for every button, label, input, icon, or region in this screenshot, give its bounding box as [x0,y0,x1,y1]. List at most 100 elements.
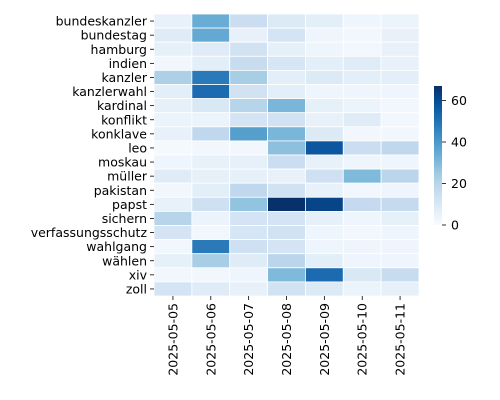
heatmap-cell [267,98,306,114]
y-tick-label: zoll [126,281,147,296]
heatmap-cell [380,70,420,85]
heatmap-cell [267,41,306,57]
heatmap-cell [191,239,231,255]
heatmap-cell [191,225,231,241]
heatmap-cell [267,267,306,283]
heatmap-cell [342,126,382,142]
y-tick-label: indien [109,56,147,71]
heatmap-cell [342,267,382,283]
heatmap-cell [342,70,382,85]
heatmap-cell [191,41,231,57]
heatmap-cell [342,182,382,198]
heatmap-cell [380,267,420,283]
heatmap-cell [153,281,193,297]
heatmap-cell [267,126,306,142]
heatmap-cell [380,140,420,156]
heatmap-cell [229,267,268,283]
heatmap-cell [153,210,193,226]
heatmap-cell [191,267,231,283]
heatmap-cell [267,13,306,29]
heatmap-cell [191,27,231,43]
colorbar: 0 20 40 60 [434,86,467,233]
heatmap-cell [191,210,231,226]
colorbar-tick-label: 0 [451,218,459,233]
heatmap-cell [229,154,268,170]
heatmap-cell [229,168,268,184]
heatmap-cell [267,239,306,255]
heatmap-cell [267,27,306,43]
heatmap-cell [305,225,344,241]
heatmap-cell [229,41,268,57]
heatmap-cell [305,154,344,170]
x-tick-label: 2025-05-08 [279,303,294,376]
heatmap-cell [305,27,344,43]
heatmap-cell [153,168,193,184]
y-tick-label: konflikt [101,112,147,127]
heatmap-cell [305,98,344,114]
x-tick-label: 2025-05-06 [203,303,218,376]
heatmap-cell [267,55,306,71]
heatmap-cell [229,196,268,212]
heatmap-cell [267,225,306,241]
y-tick-label: sichern [102,211,147,226]
colorbar-tick-label: 40 [451,135,467,150]
heatmap-cell [229,281,268,297]
y-tick-label: kanzlerwahl [72,84,147,99]
heatmap-cell [342,168,382,184]
heatmap-cell [191,112,231,128]
heatmap-cell [305,70,344,85]
heatmap-cell [342,27,382,43]
heatmap-cell [267,196,306,212]
heatmap-cell [380,168,420,184]
heatmap-cell [229,98,268,114]
heatmap-cell [229,27,268,43]
heatmap-cell [229,253,268,269]
heatmap-cell [380,98,420,114]
heatmap-cell [191,196,231,212]
heatmap-cell [229,182,268,198]
heatmap-cell [229,225,268,241]
heatmap-cell [153,239,193,255]
heatmap-cell [229,84,268,100]
y-tick-label: kardinal [97,98,147,113]
heatmap-cell [153,13,193,29]
heatmap-cell [229,13,268,29]
heatmap-cell [229,210,268,226]
heatmap-cell [267,154,306,170]
heatmap-cell [305,126,344,142]
heatmap-cell [342,210,382,226]
colorbar-ticks: 0 20 40 60 [442,93,467,233]
heatmap-cell [191,140,231,156]
heatmap-cell [305,210,344,226]
x-tick-label: 2025-05-09 [317,303,332,376]
y-tick-label: pakistan [94,183,147,198]
heatmap-cell [342,140,382,156]
y-tick-label: wählen [102,253,147,268]
heatmap-cell [342,196,382,212]
heatmap-cell [267,112,306,128]
heatmap-cell [153,225,193,241]
heatmap-cell [380,126,420,142]
heatmap-cell [380,225,420,241]
heatmap-cell [342,225,382,241]
heatmap-cell [153,140,193,156]
heatmap-cell [191,126,231,142]
heatmap-cell [380,210,420,226]
heatmap-cell [153,84,193,100]
heatmap-cell [267,182,306,198]
y-axis-labels: bundeskanzlerbundestaghamburgindienkanzl… [31,14,154,296]
heatmap-cell [305,41,344,57]
heatmap-cell [342,112,382,128]
heatmap-cell [267,210,306,226]
y-tick-label: kanzler [102,70,148,85]
heatmap-cell [267,253,306,269]
heatmap-cell [342,281,382,297]
heatmap-cell [305,239,344,255]
heatmap-cell [153,154,193,170]
x-tick-label: 2025-05-11 [393,303,408,376]
heatmap-cell [380,112,420,128]
colorbar-gradient [434,86,442,225]
heatmap-cell [191,154,231,170]
heatmap-cell [380,55,420,71]
heatmap-cell [153,112,193,128]
